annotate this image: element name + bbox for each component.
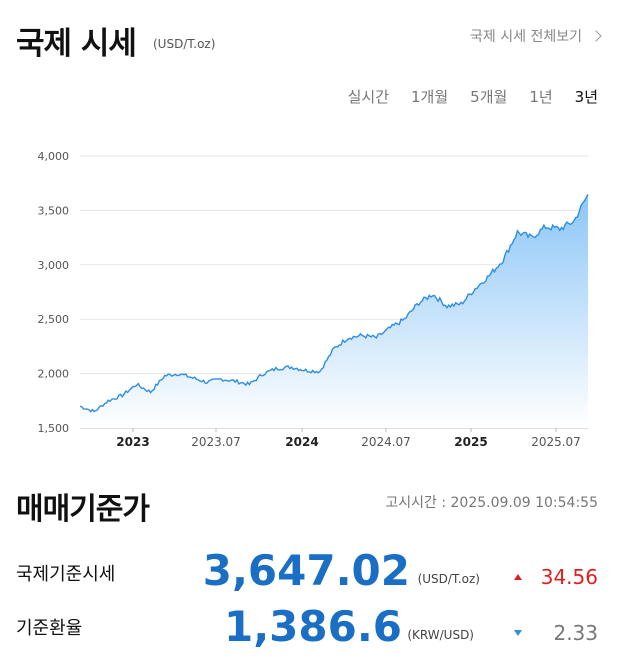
- chevron-right-icon: [590, 30, 602, 42]
- y-tick-label: 2,500: [38, 313, 70, 326]
- page-title: 국제 시세: [16, 26, 137, 62]
- row-value: 3,647.02: [202, 546, 410, 595]
- section-title: 매매기준가: [16, 492, 150, 527]
- x-tick-label: 2025: [454, 435, 487, 449]
- row-value: 1,386.6: [223, 602, 402, 651]
- tab-5month[interactable]: 5개월: [470, 88, 508, 106]
- view-all-link[interactable]: 국제 시세 전체보기: [470, 26, 602, 46]
- x-tick-label: 2024.07: [361, 435, 411, 449]
- series-area: [80, 194, 588, 428]
- row-exchange-rate: 기준환율 1,386.6 (KRW/USD) 2.33: [16, 602, 598, 656]
- row-label: 국제기준시세: [16, 564, 116, 585]
- x-tick-label: 2023: [116, 435, 149, 449]
- y-tick-label: 3,000: [38, 259, 70, 272]
- tab-3year[interactable]: 3년: [574, 88, 598, 106]
- y-tick-label: 2,000: [38, 368, 70, 381]
- x-tick-label: 2025.07: [531, 435, 581, 449]
- reference-price-section: 매매기준가 고시시간 : 2025.09.09 10:54:55: [16, 482, 598, 532]
- row-unit: (USD/T.oz): [417, 572, 480, 586]
- row-intl-price: 국제기준시세 3,647.02 (USD/T.oz) 34.56: [16, 546, 598, 600]
- x-tick-label: 2023.07: [191, 435, 241, 449]
- tab-1month[interactable]: 1개월: [411, 88, 449, 106]
- row-label: 기준환율: [16, 618, 83, 639]
- period-tabs: 실시간 1개월 5개월 1년 3년: [348, 86, 598, 107]
- x-tick-label: 2024: [285, 435, 318, 449]
- up-arrow-icon: [514, 574, 522, 580]
- y-tick-label: 3,500: [38, 204, 70, 217]
- tab-1year[interactable]: 1년: [529, 88, 553, 106]
- tab-realtime[interactable]: 실시간: [347, 88, 389, 106]
- unit-label: (USD/T.oz): [153, 37, 216, 51]
- row-unit: (KRW/USD): [407, 628, 474, 642]
- y-tick-label: 4,000: [38, 150, 70, 163]
- header: 국제 시세 (USD/T.oz) 국제 시세 전체보기: [16, 14, 602, 62]
- row-change: 34.56: [540, 565, 598, 589]
- y-tick-label: 1,500: [38, 422, 70, 435]
- timestamp: 고시시간 : 2025.09.09 10:54:55: [385, 495, 598, 511]
- price-chart: 4,000 3,500 3,000 2,500 2,000 1,500 2023 2023.0…: [38, 150, 589, 449]
- down-arrow-icon: [514, 630, 522, 636]
- series-line: [79, 194, 589, 413]
- row-change: 2.33: [553, 621, 598, 645]
- view-all-label: 국제 시세 전체보기: [470, 29, 582, 45]
